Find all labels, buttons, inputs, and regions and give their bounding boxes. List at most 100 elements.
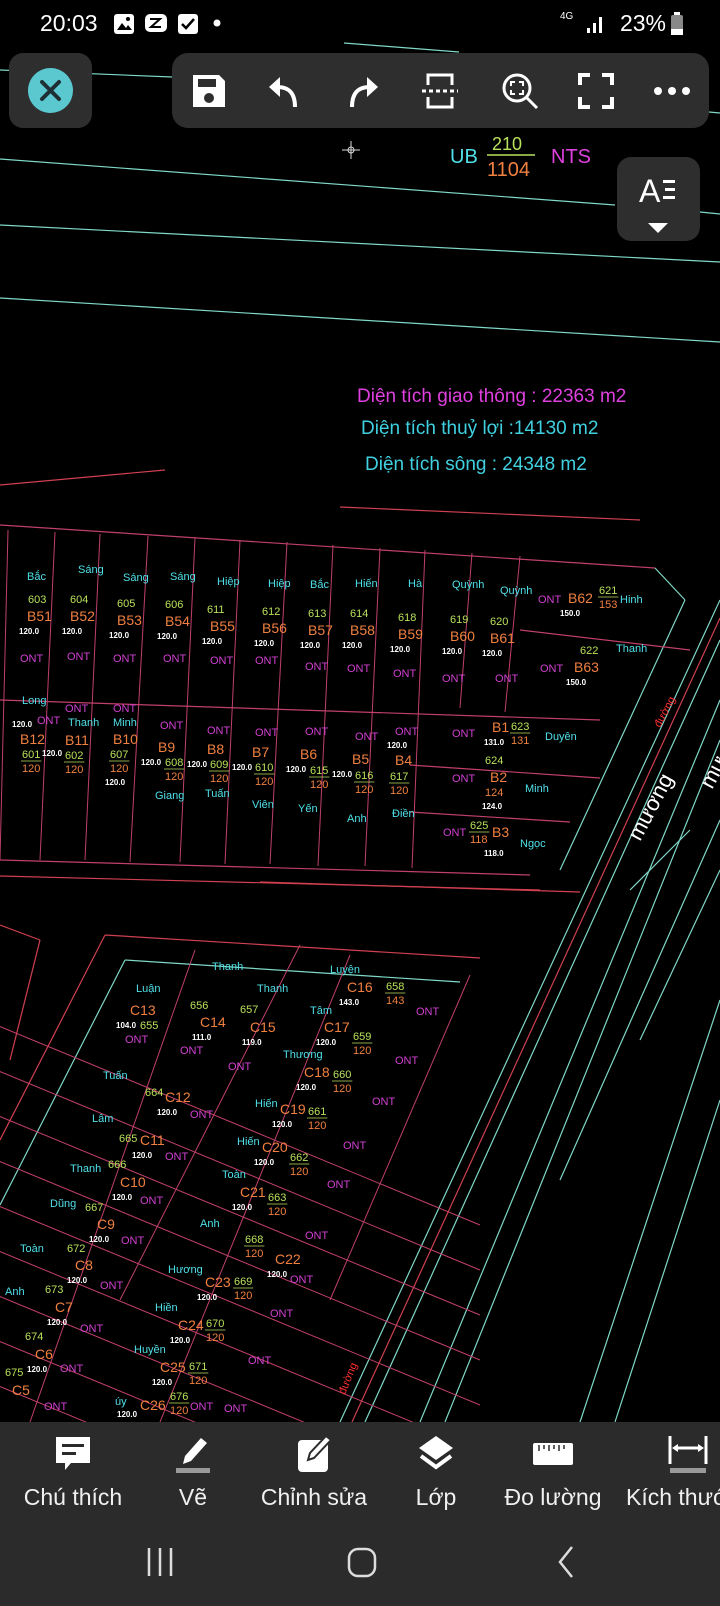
upper-plot-B59: B59 Hà 618 120.0 ONT xyxy=(390,578,423,680)
plot-land-use: ONT xyxy=(416,1006,440,1018)
drawing-line xyxy=(364,639,720,1422)
redo-button[interactable] xyxy=(342,71,382,111)
plot-owner: Sáng xyxy=(123,572,149,584)
zoom-extents-button[interactable] xyxy=(500,71,540,111)
plot-area: 120.0 xyxy=(152,1378,173,1387)
tool-edit-label: Chỉnh sửa xyxy=(260,1484,368,1510)
drawing-line xyxy=(259,881,581,893)
plot-owner: Giang xyxy=(155,790,184,802)
plot-block-id: B7 xyxy=(252,744,269,760)
plot-owner: Luận xyxy=(136,983,160,995)
save-button[interactable] xyxy=(189,71,229,111)
plot-area: 120.0 xyxy=(157,632,178,641)
plot-parcel-number: 613 xyxy=(308,608,326,620)
upper-plot-B61: B61 Quỳnh 620 120.0 ONT xyxy=(482,585,532,685)
plot-land-use: ONT xyxy=(160,720,184,732)
cad-drawing-canvas[interactable]: UB 210 1104 NTS Diện tích giao thông : 2… xyxy=(0,0,720,1422)
plot-land-use: ONT xyxy=(395,1055,419,1067)
plot-block-id: C26 xyxy=(140,1397,166,1413)
undo-icon xyxy=(269,77,297,108)
plot-area: 120.0 xyxy=(170,1336,191,1345)
plot-area: 131.0 xyxy=(484,738,505,747)
more-button[interactable] xyxy=(652,71,692,111)
redo-icon xyxy=(350,77,378,108)
fullscreen-button[interactable] xyxy=(576,71,616,111)
plot-area-denominator: 120 xyxy=(234,1290,252,1302)
dot-icon xyxy=(213,19,221,27)
plot-area-denominator: 120 xyxy=(206,1332,224,1344)
tool-measure[interactable]: Đo lường xyxy=(488,1434,618,1511)
plot-land-use: ONT xyxy=(290,1274,314,1286)
text-style-button[interactable]: A xyxy=(617,157,700,241)
plot-area: 120.0 xyxy=(300,641,321,650)
drawing-line xyxy=(444,739,720,1422)
plot-area: 143.0 xyxy=(339,998,360,1007)
drawing-line xyxy=(654,567,686,601)
tool-edit[interactable]: Chỉnh sửa xyxy=(249,1434,379,1511)
plot-owner: Tuấn xyxy=(205,788,230,800)
drawing-line xyxy=(559,819,720,1181)
header-ub: UB xyxy=(450,146,478,168)
plot-owner: Hiến xyxy=(255,1098,278,1110)
upper-plot-B56: B56 Hiệp 612 120.0 ONT xyxy=(254,578,291,667)
plot-area: 120.0 xyxy=(267,1270,288,1279)
plot-block-id: B11 xyxy=(65,732,89,748)
plot-boundary xyxy=(0,1160,481,1361)
plot-parcel-number: 606 xyxy=(165,599,183,611)
plot-area: 118.0 xyxy=(484,849,504,858)
plot-land-use: ONT xyxy=(443,827,467,839)
home-button[interactable] xyxy=(337,1542,387,1582)
plot-parcel-number: 625 xyxy=(470,820,488,832)
tool-layers[interactable]: Lớp xyxy=(371,1434,501,1511)
close-panel xyxy=(9,53,92,128)
plot-area-denominator: 131 xyxy=(511,735,529,747)
plot-owner: Anh xyxy=(200,1218,220,1230)
upper-plot-B2: B2 Minh 624 124 124.0 ONT xyxy=(452,755,549,811)
plot-parcel-number: 662 xyxy=(290,1152,308,1164)
plot-block-id: C19 xyxy=(280,1101,306,1117)
split-view-button[interactable] xyxy=(420,71,460,111)
plot-area-denominator: 153 xyxy=(599,599,617,611)
tool-dimension[interactable]: Kích thước xyxy=(618,1434,720,1511)
tool-draw[interactable]: Vẽ xyxy=(128,1434,258,1511)
plot-block-id: C8 xyxy=(75,1257,93,1273)
drawing-line xyxy=(629,829,691,891)
battery-percent: 23% xyxy=(619,10,666,36)
plot-area: 120.0 xyxy=(112,1193,133,1202)
plot-block-id: B6 xyxy=(300,746,317,762)
drawing-line xyxy=(0,924,41,941)
tool-measure-label: Đo lường xyxy=(504,1484,602,1510)
plot-parcel-number: 673 xyxy=(45,1284,63,1296)
plot-area-denominator: 120 xyxy=(353,1045,371,1057)
plot-area: 120.0 xyxy=(42,749,63,758)
lower-plot-C6: C6 674 120.0 ONT xyxy=(25,1331,84,1375)
plot-block-id: C9 xyxy=(97,1216,115,1232)
upper-plot-B51: B51 Bắc 603 120.0 ONT xyxy=(19,570,52,665)
tool-annotate[interactable]: Chú thích xyxy=(8,1434,138,1511)
cad-drawing[interactable]: UB 210 1104 NTS Diện tích giao thông : 2… xyxy=(0,0,720,1422)
plot-block-id: B60 xyxy=(450,628,475,644)
plot-area-denominator: 118 xyxy=(470,834,488,846)
upper-plot-B55: B55 Hiệp 611 120.0 ONT xyxy=(202,576,240,667)
plot-owner: Ngọc xyxy=(520,838,546,850)
plot-land-use: ONT xyxy=(495,673,519,685)
recent-apps-button[interactable] xyxy=(135,1542,185,1582)
drawing-line xyxy=(614,1099,720,1422)
undo-button[interactable] xyxy=(265,71,305,111)
home-icon xyxy=(347,1547,377,1578)
close-button[interactable] xyxy=(28,68,73,113)
plot-block-id: B53 xyxy=(117,612,142,628)
canal-label: mương xyxy=(622,769,678,844)
plot-area-denominator: 120 xyxy=(22,763,40,775)
plot-area: 120.0 xyxy=(272,1120,293,1129)
plot-boundary xyxy=(84,533,101,861)
plot-parcel-number: 624 xyxy=(485,755,503,767)
back-button[interactable] xyxy=(541,1542,591,1582)
plot-land-use: ONT xyxy=(452,728,476,740)
drawing-line xyxy=(419,699,720,1422)
